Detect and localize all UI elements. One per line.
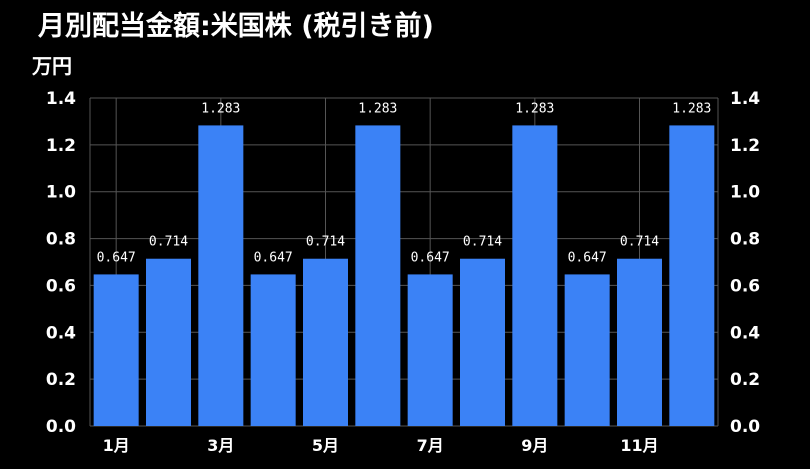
data-label: 0.714 [463, 235, 502, 250]
y-tick-label-right: 1.2 [730, 136, 760, 156]
y-axis-left: 0.0 0.2 0.4 0.6 0.8 1.0 1.2 1.4 [46, 89, 76, 437]
y-axis-unit-label: 万円 [32, 54, 72, 78]
x-tick-label: 11月 [620, 436, 658, 455]
bars [93, 125, 715, 426]
data-label: 0.647 [254, 250, 293, 265]
bar [512, 125, 558, 426]
y-axis-right: 0.0 0.2 0.4 0.6 0.8 1.0 1.2 1.4 [730, 89, 760, 437]
bar [250, 274, 296, 426]
y-tick-label-left: 1.2 [46, 136, 76, 156]
data-labels: 0.647 0.714 1.283 0.647 0.714 1.283 0.647 0.714… [97, 101, 712, 265]
x-tick-label: 3月 [207, 436, 234, 455]
bar [303, 258, 348, 426]
y-tick-label-left: 1.0 [46, 183, 76, 203]
x-tick-label: 1月 [103, 436, 130, 455]
x-tick-label: 9月 [521, 436, 548, 455]
x-axis: 1月 3月 5月 7月 9月 11月 [103, 436, 659, 455]
y-tick-label-left: 0.2 [46, 370, 76, 390]
bar [355, 125, 401, 426]
bar [146, 258, 191, 426]
data-label: 0.714 [149, 235, 188, 250]
bar [198, 125, 244, 426]
data-label: 0.647 [97, 250, 136, 265]
bar [669, 125, 715, 426]
data-label: 0.714 [306, 235, 345, 250]
bar [564, 274, 610, 426]
data-label: 1.283 [358, 101, 397, 116]
y-tick-label-left: 0.4 [46, 323, 76, 343]
data-label: 0.647 [411, 250, 450, 265]
x-tick-label: 7月 [417, 436, 444, 455]
bar [93, 274, 139, 426]
data-label: 0.647 [568, 250, 607, 265]
data-label: 1.283 [201, 101, 240, 116]
chart-title: 月別配当金額:米国株 (税引き前) [38, 11, 434, 42]
data-label: 0.714 [620, 235, 659, 250]
x-tick-label: 5月 [312, 436, 339, 455]
y-tick-label-right: 0.8 [730, 230, 760, 250]
y-tick-label-left: 0.0 [46, 417, 76, 437]
y-tick-label-left: 0.6 [46, 276, 76, 296]
y-tick-label-right: 0.2 [730, 370, 760, 390]
y-tick-label-right: 1.0 [730, 183, 760, 203]
y-tick-label-right: 0.4 [730, 323, 760, 343]
y-tick-label-right: 0.6 [730, 276, 760, 296]
y-tick-label-right: 0.0 [730, 417, 760, 437]
bar [407, 274, 453, 426]
y-tick-label-left: 0.8 [46, 230, 76, 250]
y-tick-label-left: 1.4 [46, 89, 76, 109]
y-tick-label-right: 1.4 [730, 89, 760, 109]
bar [617, 258, 662, 426]
bar [460, 258, 505, 426]
data-label: 1.283 [672, 101, 711, 116]
data-label: 1.283 [515, 101, 554, 116]
